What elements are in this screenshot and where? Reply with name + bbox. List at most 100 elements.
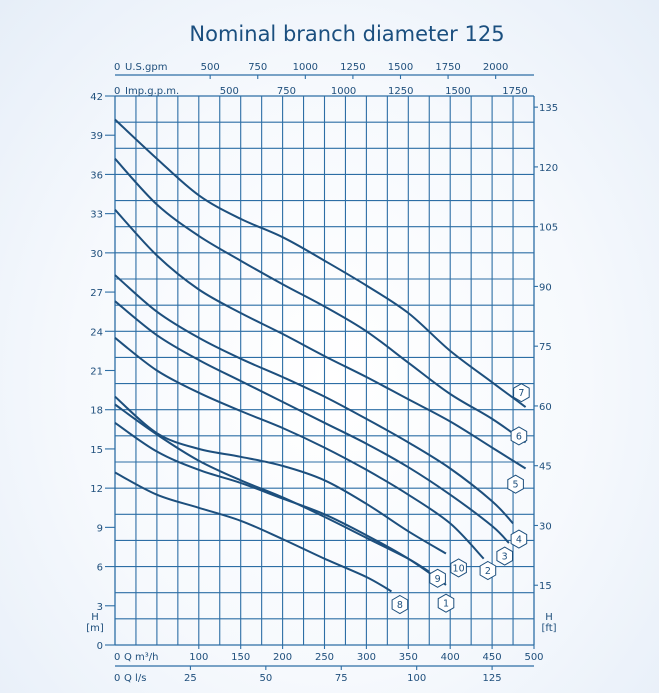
impgpm-label: Imp.g.p.m. [125, 86, 179, 97]
y-tick-label: 9 [97, 523, 103, 534]
y-tick-label: 27 [90, 288, 103, 299]
curve-label-2: 2 [479, 560, 497, 581]
curve-label-text: 2 [485, 566, 491, 577]
curve-1 [114, 421, 447, 586]
curve-4 [114, 274, 514, 525]
curve-label-hexagon [510, 529, 528, 549]
axis-m3h: 0 Q m³/h 100 150 200 250 300 350 400 450 500 [114, 645, 544, 667]
curve-label-hexagon [510, 426, 528, 446]
usgpm-tick-label: 1250 [340, 62, 365, 73]
y-axis-m-unit-top: H [91, 612, 99, 623]
curve-label-text: 4 [516, 535, 522, 546]
impgpm-tick-label: 1500 [445, 86, 470, 97]
curve-label-hexagon [507, 474, 524, 494]
usgpm-tick-label: 750 [248, 62, 267, 73]
impgpm-tick-label: 1250 [388, 86, 413, 97]
x-tick-label: 500 [524, 652, 543, 663]
curve-label-10: 10 [450, 558, 467, 578]
curve-2 [114, 337, 485, 560]
ls-tick-label: 75 [335, 673, 348, 684]
x-tick-label: 400 [441, 652, 460, 663]
m3h-label: Q m³/h [124, 652, 159, 663]
impgpm-tick-label: 500 [220, 86, 239, 97]
ls-tick-label: 100 [407, 673, 426, 684]
x-tick-label: 300 [357, 652, 376, 663]
curve-label-4: 4 [510, 529, 528, 549]
curve-3 [114, 300, 510, 544]
curve-8 [114, 471, 393, 593]
y-tick-label: 39 [90, 131, 103, 142]
curve-label-hexagon [479, 560, 497, 581]
y-tick-label: 6 [97, 563, 103, 574]
axis-usgpm: 0 U.S.gpm 500 750 1000 1250 1500 1750 2000 [114, 62, 508, 79]
curve-label-5: 5 [507, 474, 524, 494]
y-axis-m-unit-bottom: [m] [86, 623, 104, 634]
y-tick-label: 36 [90, 170, 103, 181]
impgpm-tick-label: 1750 [502, 86, 527, 97]
axis-impgpm: 0 Imp.g.p.m. 500 750 1000 1250 1500 1750 [114, 86, 528, 97]
curves [114, 118, 527, 593]
curve-6 [114, 158, 527, 444]
x-tick-label: 100 [189, 652, 208, 663]
m3h-zero-label: 0 [114, 652, 120, 663]
grid [115, 96, 534, 645]
usgpm-tick-label: 1500 [388, 62, 413, 73]
usgpm-tick-label: 2000 [483, 62, 508, 73]
curve-label-hexagon [513, 383, 530, 403]
curve-5 [114, 209, 527, 470]
usgpm-zero-label: 0 [114, 62, 120, 73]
y-tick-label: 15 [90, 445, 103, 456]
y-tick-label: 24 [90, 327, 103, 338]
y-ft-tick-label: 120 [539, 163, 558, 174]
curve-7 [114, 118, 527, 408]
y-axis-ft-unit-top: H [545, 612, 553, 623]
curve-label-text: 1 [443, 599, 449, 610]
ls-tick-label: 125 [483, 673, 502, 684]
impgpm-tick-label: 1000 [331, 86, 356, 97]
usgpm-tick-label: 1000 [293, 62, 318, 73]
curve-label-8: 8 [391, 594, 409, 615]
chart-title: Nominal branch diameter 125 [189, 22, 504, 46]
y-tick-label: 18 [90, 406, 103, 417]
curve-label-hexagon [429, 568, 446, 588]
curve-10 [114, 395, 447, 555]
curve-label-text: 9 [435, 574, 441, 585]
y-ft-tick-label: 105 [539, 223, 558, 234]
impgpm-zero-label: 0 [114, 86, 120, 97]
curve-label-text: 8 [397, 600, 403, 611]
curve-label-1: 1 [437, 593, 455, 613]
y-ft-tick-label: 15 [539, 581, 552, 592]
y-tick-label: 33 [90, 210, 103, 221]
y-axis-ft-unit: H [ft] [541, 612, 556, 634]
curve-label-text: 5 [513, 480, 519, 491]
axis-ls: 0 Q l/s 25 50 75 100 125 [114, 666, 502, 684]
y-tick-label: 21 [90, 367, 103, 378]
curve-label-9: 9 [429, 568, 446, 588]
ls-tick-label: 50 [259, 673, 272, 684]
y-axis-m-unit: H [m] [86, 612, 104, 634]
y-tick-label: 0 [97, 641, 103, 652]
y-tick-label: 30 [90, 249, 103, 260]
curve-label-3: 3 [496, 546, 513, 566]
y-ft-tick-label: 45 [539, 462, 552, 473]
usgpm-tick-label: 500 [201, 62, 220, 73]
curve-label-text: 6 [516, 431, 522, 442]
impgpm-tick-label: 750 [277, 86, 296, 97]
curve-label-text: 10 [453, 563, 465, 574]
ls-zero-label: 0 [114, 673, 120, 684]
curve-label-7: 7 [513, 383, 530, 403]
x-tick-label: 350 [399, 652, 418, 663]
usgpm-tick-label: 1750 [435, 62, 460, 73]
curve-label-hexagon [496, 546, 513, 566]
y-ft-tick-label: 75 [539, 342, 552, 353]
y-tick-label: 3 [97, 602, 103, 613]
x-tick-label: 250 [315, 652, 334, 663]
y-tick-label: 42 [90, 92, 103, 103]
y-tick-label: 12 [90, 484, 103, 495]
curve-label-text: 3 [502, 552, 508, 563]
ls-tick-label: 25 [184, 673, 197, 684]
y-axis-ft-ticks: 15 30 45 60 75 90 105 120 135 [534, 103, 558, 592]
ls-label: Q l/s [124, 673, 146, 684]
